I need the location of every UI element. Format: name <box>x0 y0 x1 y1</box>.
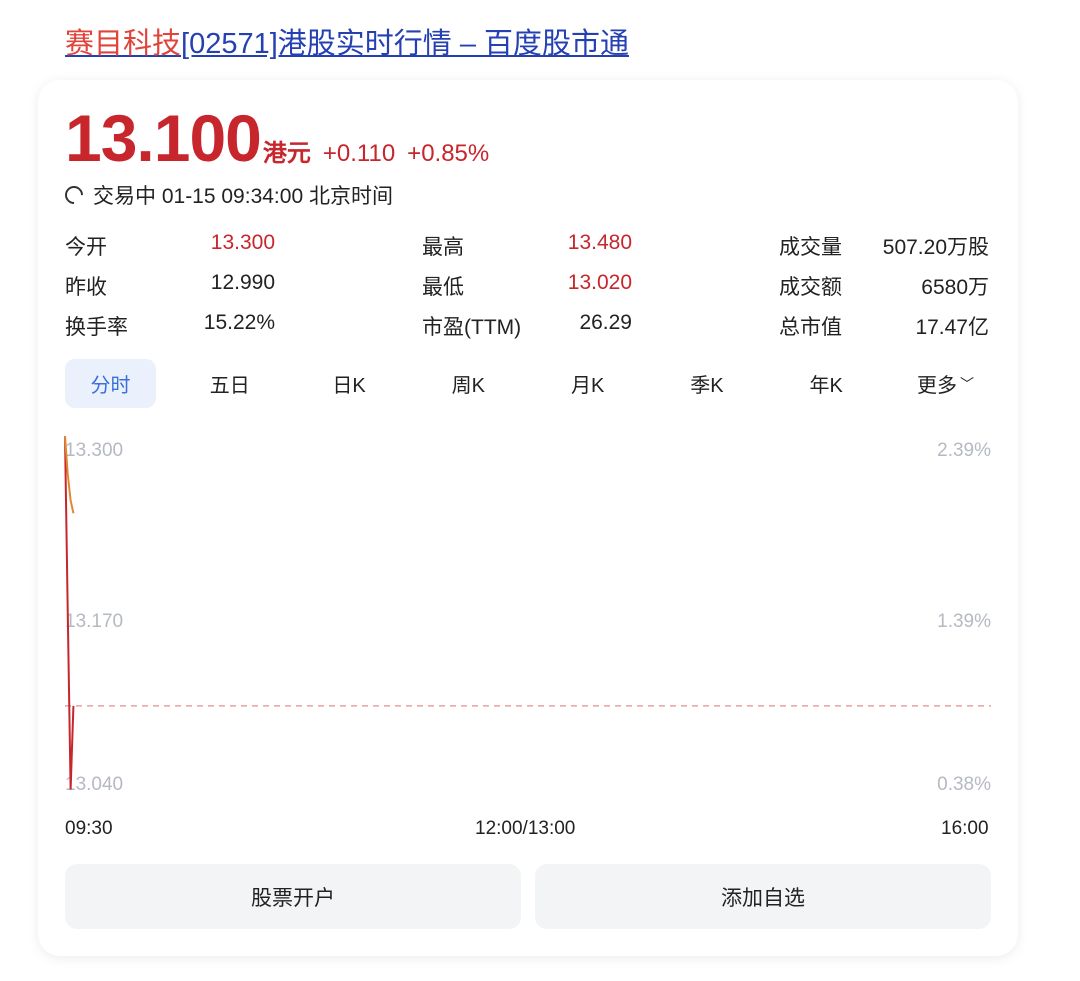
stat-item: 成交额 6580万 <box>779 271 989 301</box>
y-pct-tick: 0.38% <box>937 774 991 795</box>
y-pct-tick: 1.39% <box>937 611 991 632</box>
y-tick: 13.170 <box>65 611 123 632</box>
stat-item: 换手率 15.22% <box>65 311 275 341</box>
stat-value: 507.20万股 <box>882 236 989 259</box>
page-title-link[interactable]: 赛目科技[02571]港股实时行情 – 百度股市通 <box>65 20 629 62</box>
add-watchlist-button[interactable]: 添加自选 <box>535 864 991 929</box>
stat-item: 昨收 12.990 <box>65 271 275 301</box>
y-tick: 13.040 <box>65 774 123 795</box>
stat-value: 26.29 <box>579 311 632 334</box>
stats-row: 换手率 15.22% 市盈(TTM) 26.29 总市值 17.47亿 <box>65 306 991 346</box>
stat-value: 17.47亿 <box>915 316 989 339</box>
stat-label: 今开 <box>65 236 107 259</box>
x-tick: 09:30 <box>65 818 113 839</box>
stat-label: 最低 <box>422 276 464 299</box>
stat-item: 今开 13.300 <box>65 231 275 261</box>
stat-label: 最高 <box>422 236 464 259</box>
intraday-chart: 13.300 13.170 13.040 2.39% 1.39% 0.38% <box>64 436 991 795</box>
tab-label: 五日 <box>209 375 250 397</box>
tab-4[interactable]: 月K <box>542 359 633 408</box>
stat-value: 13.480 <box>567 231 632 254</box>
stat-label: 总市值 <box>779 316 842 339</box>
stat-label: 成交量 <box>779 236 842 259</box>
stats-row: 今开 13.300 最高 13.480 成交量 507.20万股 <box>65 226 991 266</box>
chart-tabs: 分时 五日 日K 周K 月K 季K 年K 更多 ﹀ <box>65 359 991 408</box>
stat-label: 成交额 <box>779 276 842 299</box>
stat-value: 12.990 <box>210 271 275 294</box>
tab-label: 分时 <box>90 375 131 397</box>
stat-item: 最高 13.480 <box>422 231 632 261</box>
price-change-pct: +0.85% <box>407 140 490 167</box>
stat-value: 15.22% <box>203 311 275 334</box>
y-tick: 13.300 <box>65 440 123 461</box>
tab-2[interactable]: 日K <box>304 359 395 408</box>
stat-item: 总市值 17.47亿 <box>779 311 989 341</box>
tab-label: 日K <box>332 375 366 397</box>
price-row: 13.100 港元 +0.110 +0.85% <box>65 100 489 176</box>
currency-unit: 港元 <box>262 140 311 167</box>
tab-1[interactable]: 五日 <box>184 359 275 408</box>
title-rest: [02571]港股实时行情 – 百度股市通 <box>181 28 630 60</box>
stat-label: 昨收 <box>65 276 107 299</box>
tab-7[interactable]: 更多 ﹀ <box>900 359 991 408</box>
tab-5[interactable]: 季K <box>661 359 752 408</box>
status-text: 交易中 01-15 09:34:00 北京时间 <box>93 185 393 208</box>
stat-label: 市盈(TTM) <box>422 316 522 339</box>
y-pct-tick: 2.39% <box>937 440 991 461</box>
price-change: +0.110 <box>322 140 396 167</box>
stats-grid: 今开 13.300 最高 13.480 成交量 507.20万股昨收 12.990 最低 13.… <box>65 226 991 346</box>
trading-status: 交易中 01-15 09:34:00 北京时间 <box>61 180 393 210</box>
tab-label: 年K <box>809 375 843 397</box>
quote-card: 13.100 港元 +0.110 +0.85% 交易中 01-15 09:34:… <box>38 80 1018 956</box>
stat-value: 13.020 <box>567 271 632 294</box>
stat-label: 换手率 <box>65 316 128 339</box>
stat-item: 成交量 507.20万股 <box>779 231 989 261</box>
x-tick: 16:00 <box>941 818 989 839</box>
stat-value: 6580万 <box>921 276 989 299</box>
loading-icon <box>61 182 87 208</box>
chevron-down-icon: ﹀ <box>959 375 974 392</box>
tab-6[interactable]: 年K <box>781 359 872 408</box>
average-price-line <box>64 436 75 514</box>
stat-value: 13.300 <box>210 231 275 254</box>
tab-label: 季K <box>690 375 724 397</box>
x-tick: 12:00/13:00 <box>475 818 576 839</box>
tab-label: 月K <box>570 375 605 397</box>
stats-row: 昨收 12.990 最低 13.020 成交额 6580万 <box>65 266 991 306</box>
open-account-button[interactable]: 股票开户 <box>65 864 521 929</box>
stat-item: 最低 13.020 <box>422 271 632 301</box>
tab-label: 更多 <box>916 375 957 397</box>
stat-item: 市盈(TTM) 26.29 <box>422 311 632 341</box>
stock-name: 赛目科技 <box>65 28 182 60</box>
current-price: 13.100 <box>65 101 262 175</box>
price-line <box>64 436 75 790</box>
tab-3[interactable]: 周K <box>423 359 514 408</box>
tab-label: 周K <box>451 375 486 397</box>
tab-0[interactable]: 分时 <box>65 359 156 408</box>
